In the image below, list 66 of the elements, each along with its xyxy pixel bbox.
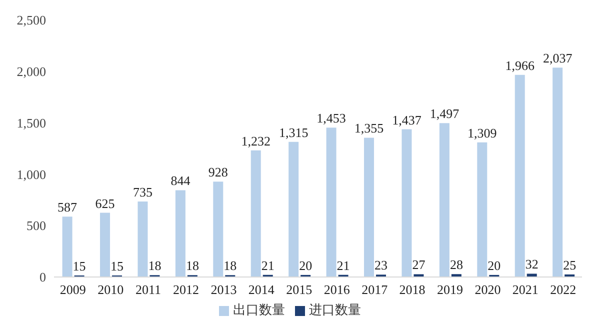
bar xyxy=(552,68,563,277)
bar xyxy=(477,142,488,277)
data-label: 32 xyxy=(525,256,538,272)
data-label: 15 xyxy=(72,258,86,274)
data-label: 928 xyxy=(208,164,228,180)
data-label: 1,232 xyxy=(241,133,270,148)
x-tick-label: 2020 xyxy=(474,282,501,298)
x-tick-label: 2011 xyxy=(136,282,162,298)
bar xyxy=(288,142,299,277)
x-tick-label: 2015 xyxy=(286,282,312,298)
bar xyxy=(439,123,450,277)
bar xyxy=(414,274,424,277)
bar xyxy=(514,74,525,277)
data-label: 1,355 xyxy=(354,120,384,136)
x-tick-label: 2018 xyxy=(399,282,426,298)
y-tick-label: 1,000 xyxy=(16,166,46,182)
bar xyxy=(100,212,110,277)
x-tick-label: 2021 xyxy=(512,282,538,298)
y-tick-label: 2,500 xyxy=(16,12,46,28)
bar xyxy=(138,201,148,277)
legend-label: 进口数量 xyxy=(309,302,361,317)
data-label: 735 xyxy=(132,184,152,200)
x-tick-label: 2016 xyxy=(324,282,350,298)
data-label: 1,453 xyxy=(316,110,346,126)
data-label: 2,037 xyxy=(542,50,573,66)
x-tick-label: 2014 xyxy=(248,282,275,298)
data-label: 1,437 xyxy=(392,112,422,128)
y-tick-label: 0 xyxy=(40,270,46,285)
bar xyxy=(175,190,186,277)
y-tick-label: 2,000 xyxy=(16,64,46,80)
data-label: 20 xyxy=(299,258,312,273)
bar xyxy=(62,216,72,277)
x-tick-label: 2009 xyxy=(60,282,86,298)
data-label: 1,966 xyxy=(505,58,535,73)
data-label: 21 xyxy=(261,258,274,273)
data-label: 587 xyxy=(58,200,78,215)
x-tick-label: 2017 xyxy=(362,282,388,298)
x-tick-label: 2012 xyxy=(173,282,199,298)
bar xyxy=(526,274,537,277)
data-label: 1,315 xyxy=(278,124,308,140)
x-tick-label: 2022 xyxy=(550,282,576,298)
data-label: 1,309 xyxy=(468,125,497,140)
data-label: 18 xyxy=(224,258,237,274)
x-tick-label: 2010 xyxy=(98,282,124,298)
bar xyxy=(213,182,224,277)
data-label: 15 xyxy=(110,258,124,274)
bar xyxy=(402,129,412,277)
data-label: 21 xyxy=(336,258,350,273)
data-label: 18 xyxy=(186,258,199,274)
bar xyxy=(364,138,374,277)
x-tick-label: 2019 xyxy=(437,282,463,298)
data-label: 27 xyxy=(412,257,426,272)
data-label: 844 xyxy=(170,173,191,188)
bar xyxy=(250,150,261,277)
data-label: 1,497 xyxy=(430,106,460,122)
y-tick-label: 1,500 xyxy=(16,115,46,130)
data-label: 23 xyxy=(374,258,388,273)
data-label: 25 xyxy=(563,257,576,272)
y-tick-label: 500 xyxy=(26,218,46,234)
data-label: 28 xyxy=(450,257,463,272)
x-tick-label: 2013 xyxy=(210,282,237,298)
data-label: 18 xyxy=(148,258,162,274)
legend-label: 出口数量 xyxy=(233,302,285,317)
data-label: 20 xyxy=(488,258,501,273)
data-label: 625 xyxy=(95,196,115,211)
bar xyxy=(326,128,336,277)
